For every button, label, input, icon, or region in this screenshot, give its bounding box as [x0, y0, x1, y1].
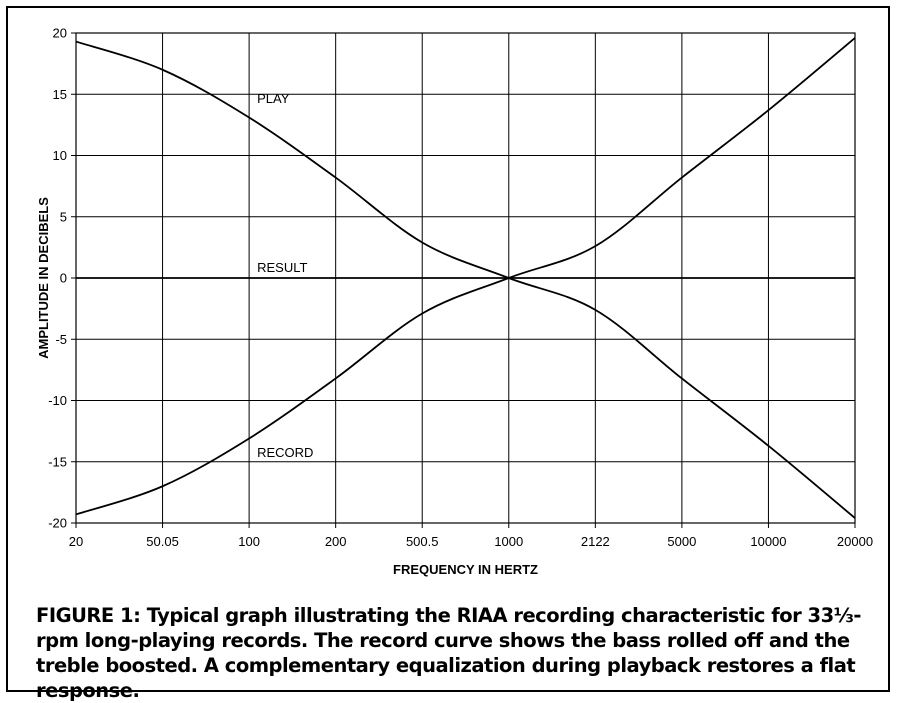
y-tick-label: -10: [48, 393, 67, 408]
curve-label-record: RECORD: [257, 445, 313, 460]
y-tick-label: 5: [60, 209, 67, 224]
chart-annotations: PLAY RESULT RECORD: [257, 91, 313, 460]
chart-series: [75, 37, 856, 519]
y-tick-label: -20: [48, 516, 67, 531]
x-tick-label: 100: [238, 534, 260, 549]
y-tick-label: 0: [60, 271, 67, 286]
x-tick-label: 5000: [667, 534, 696, 549]
y-tick-label: 15: [53, 87, 67, 102]
y-tick-label: -15: [48, 454, 67, 469]
curve-label-play: PLAY: [257, 91, 290, 106]
y-tick-label: -5: [55, 332, 67, 347]
series-line-record: [75, 37, 856, 516]
figure-caption: FIGURE 1: Typical graph illustrating the…: [36, 604, 861, 702]
y-tick-label: 20: [53, 26, 67, 41]
curve-label-result: RESULT: [257, 260, 307, 275]
chart-grid: [71, 32, 856, 528]
x-tick-label: 1000: [494, 534, 523, 549]
x-tick-label: 50.05: [146, 534, 179, 549]
series-line-play: [75, 40, 856, 519]
x-tick-label: 20000: [837, 534, 873, 549]
x-tick-label: 2122: [581, 534, 610, 549]
y-tick-label: 10: [53, 148, 67, 163]
x-tick-label: 20: [69, 534, 83, 549]
x-tick-label: 10000: [750, 534, 786, 549]
figure-frame: [6, 6, 890, 692]
y-axis-title: AMPLITUDE IN DECIBELS: [36, 197, 51, 359]
x-axis-title: FREQUENCY IN HERTZ: [393, 562, 538, 577]
x-tick-label: 500.5: [406, 534, 439, 549]
x-tick-label: 200: [325, 534, 347, 549]
